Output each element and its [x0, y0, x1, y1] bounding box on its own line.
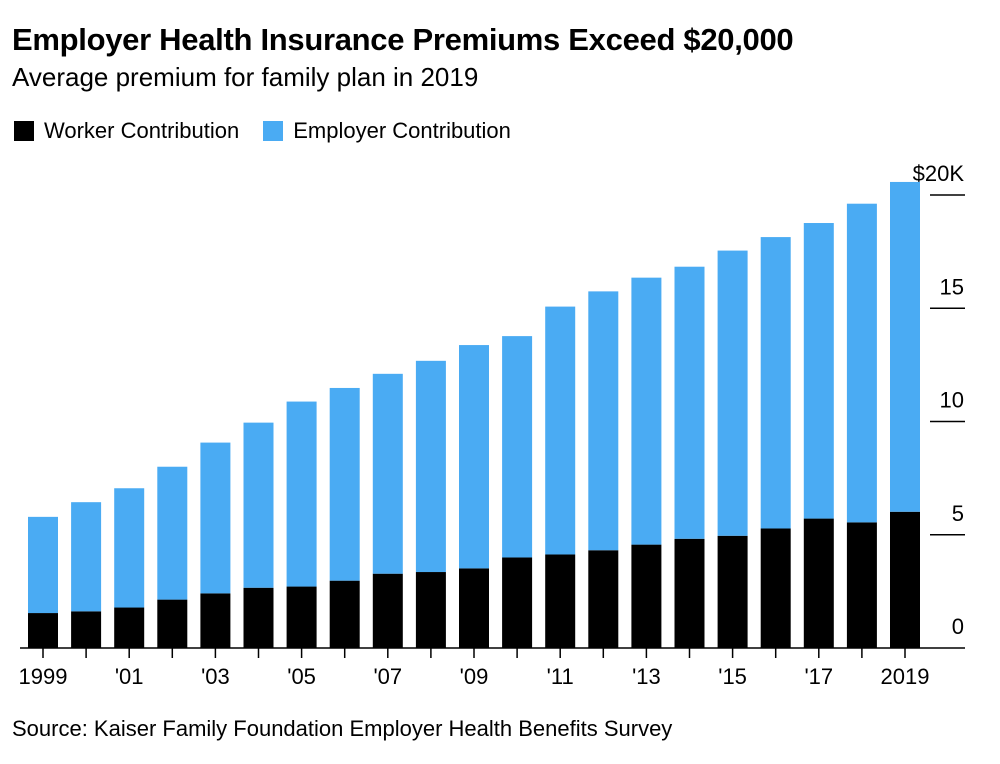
- chart-source: Source: Kaiser Family Foundation Employe…: [12, 716, 673, 741]
- x-tick-label: 1999: [19, 664, 68, 689]
- bar-worker-contribution: [890, 511, 920, 648]
- legend-swatch-employer: [263, 121, 284, 141]
- x-tick-label: '07: [373, 664, 402, 689]
- bar-employer-contribution: [200, 442, 231, 594]
- bar-employer-contribution: [760, 237, 791, 529]
- x-tick-label: '03: [201, 664, 230, 689]
- x-tick-label: 2019: [881, 664, 930, 689]
- bar-employer-contribution: [243, 422, 274, 588]
- bar-employer-contribution: [803, 223, 834, 519]
- bar-employer-contribution: [286, 401, 317, 587]
- bar-employer-contribution: [329, 387, 360, 581]
- x-tick-label: '15: [718, 664, 747, 689]
- bar-worker-contribution: [674, 538, 705, 648]
- bar-worker-contribution: [114, 607, 145, 648]
- bar-employer-contribution: [459, 345, 489, 569]
- bar-worker-contribution: [459, 568, 489, 648]
- bar-employer-contribution: [846, 203, 877, 523]
- x-tick-label: '05: [287, 664, 316, 689]
- y-tick-label: 10: [940, 388, 964, 413]
- bar-worker-contribution: [803, 518, 834, 648]
- chart-legend: Worker Contribution Employer Contributio…: [14, 118, 535, 144]
- bar-employer-contribution: [631, 277, 662, 545]
- bar-employer-contribution: [28, 516, 58, 614]
- y-tick-label: 5: [952, 501, 964, 526]
- bar-worker-contribution: [502, 557, 533, 648]
- bar-worker-contribution: [760, 528, 791, 648]
- bar-worker-contribution: [717, 535, 748, 648]
- x-tick-label: '13: [632, 664, 661, 689]
- bar-employer-contribution: [372, 373, 403, 574]
- bar-worker-contribution: [846, 522, 877, 648]
- bar-worker-contribution: [28, 613, 58, 648]
- bar-worker-contribution: [588, 550, 619, 648]
- bar-employer-contribution: [71, 502, 102, 612]
- chart-title: Employer Health Insurance Premiums Excee…: [12, 22, 794, 57]
- x-tick-label: '11: [547, 664, 574, 689]
- legend-item-worker: Worker Contribution: [14, 118, 239, 144]
- bar-worker-contribution: [157, 599, 188, 648]
- bar-worker-contribution: [243, 587, 274, 648]
- x-tick-label: '09: [460, 664, 489, 689]
- legend-swatch-worker: [14, 121, 34, 141]
- bar-employer-contribution: [114, 488, 145, 608]
- bar-employer-contribution: [890, 181, 920, 512]
- legend-item-employer: Employer Contribution: [263, 118, 511, 144]
- bar-employer-contribution: [545, 306, 576, 555]
- bar-worker-contribution: [71, 611, 102, 648]
- y-tick-label: 15: [940, 274, 964, 299]
- bar-worker-contribution: [545, 554, 576, 648]
- legend-label-employer: Employer Contribution: [293, 118, 511, 143]
- bar-employer-contribution: [588, 291, 619, 551]
- bar-worker-contribution: [415, 572, 446, 648]
- bar-worker-contribution: [329, 580, 360, 648]
- chart-subtitle: Average premium for family plan in 2019: [12, 62, 479, 92]
- bar-worker-contribution: [372, 573, 403, 648]
- x-tick-label: '17: [804, 664, 833, 689]
- bar-employer-contribution: [502, 336, 533, 558]
- bar-worker-contribution: [286, 586, 317, 648]
- legend-label-worker: Worker Contribution: [44, 118, 240, 143]
- y-tick-label: $20K: [913, 161, 965, 186]
- bar-employer-contribution: [415, 360, 446, 573]
- bar-worker-contribution: [200, 593, 231, 648]
- bar-employer-contribution: [717, 250, 748, 536]
- bar-employer-contribution: [674, 266, 705, 539]
- bar-employer-contribution: [157, 466, 188, 600]
- x-tick-label: '01: [115, 664, 144, 689]
- y-tick-label: 0: [952, 614, 964, 639]
- bar-worker-contribution: [631, 544, 662, 648]
